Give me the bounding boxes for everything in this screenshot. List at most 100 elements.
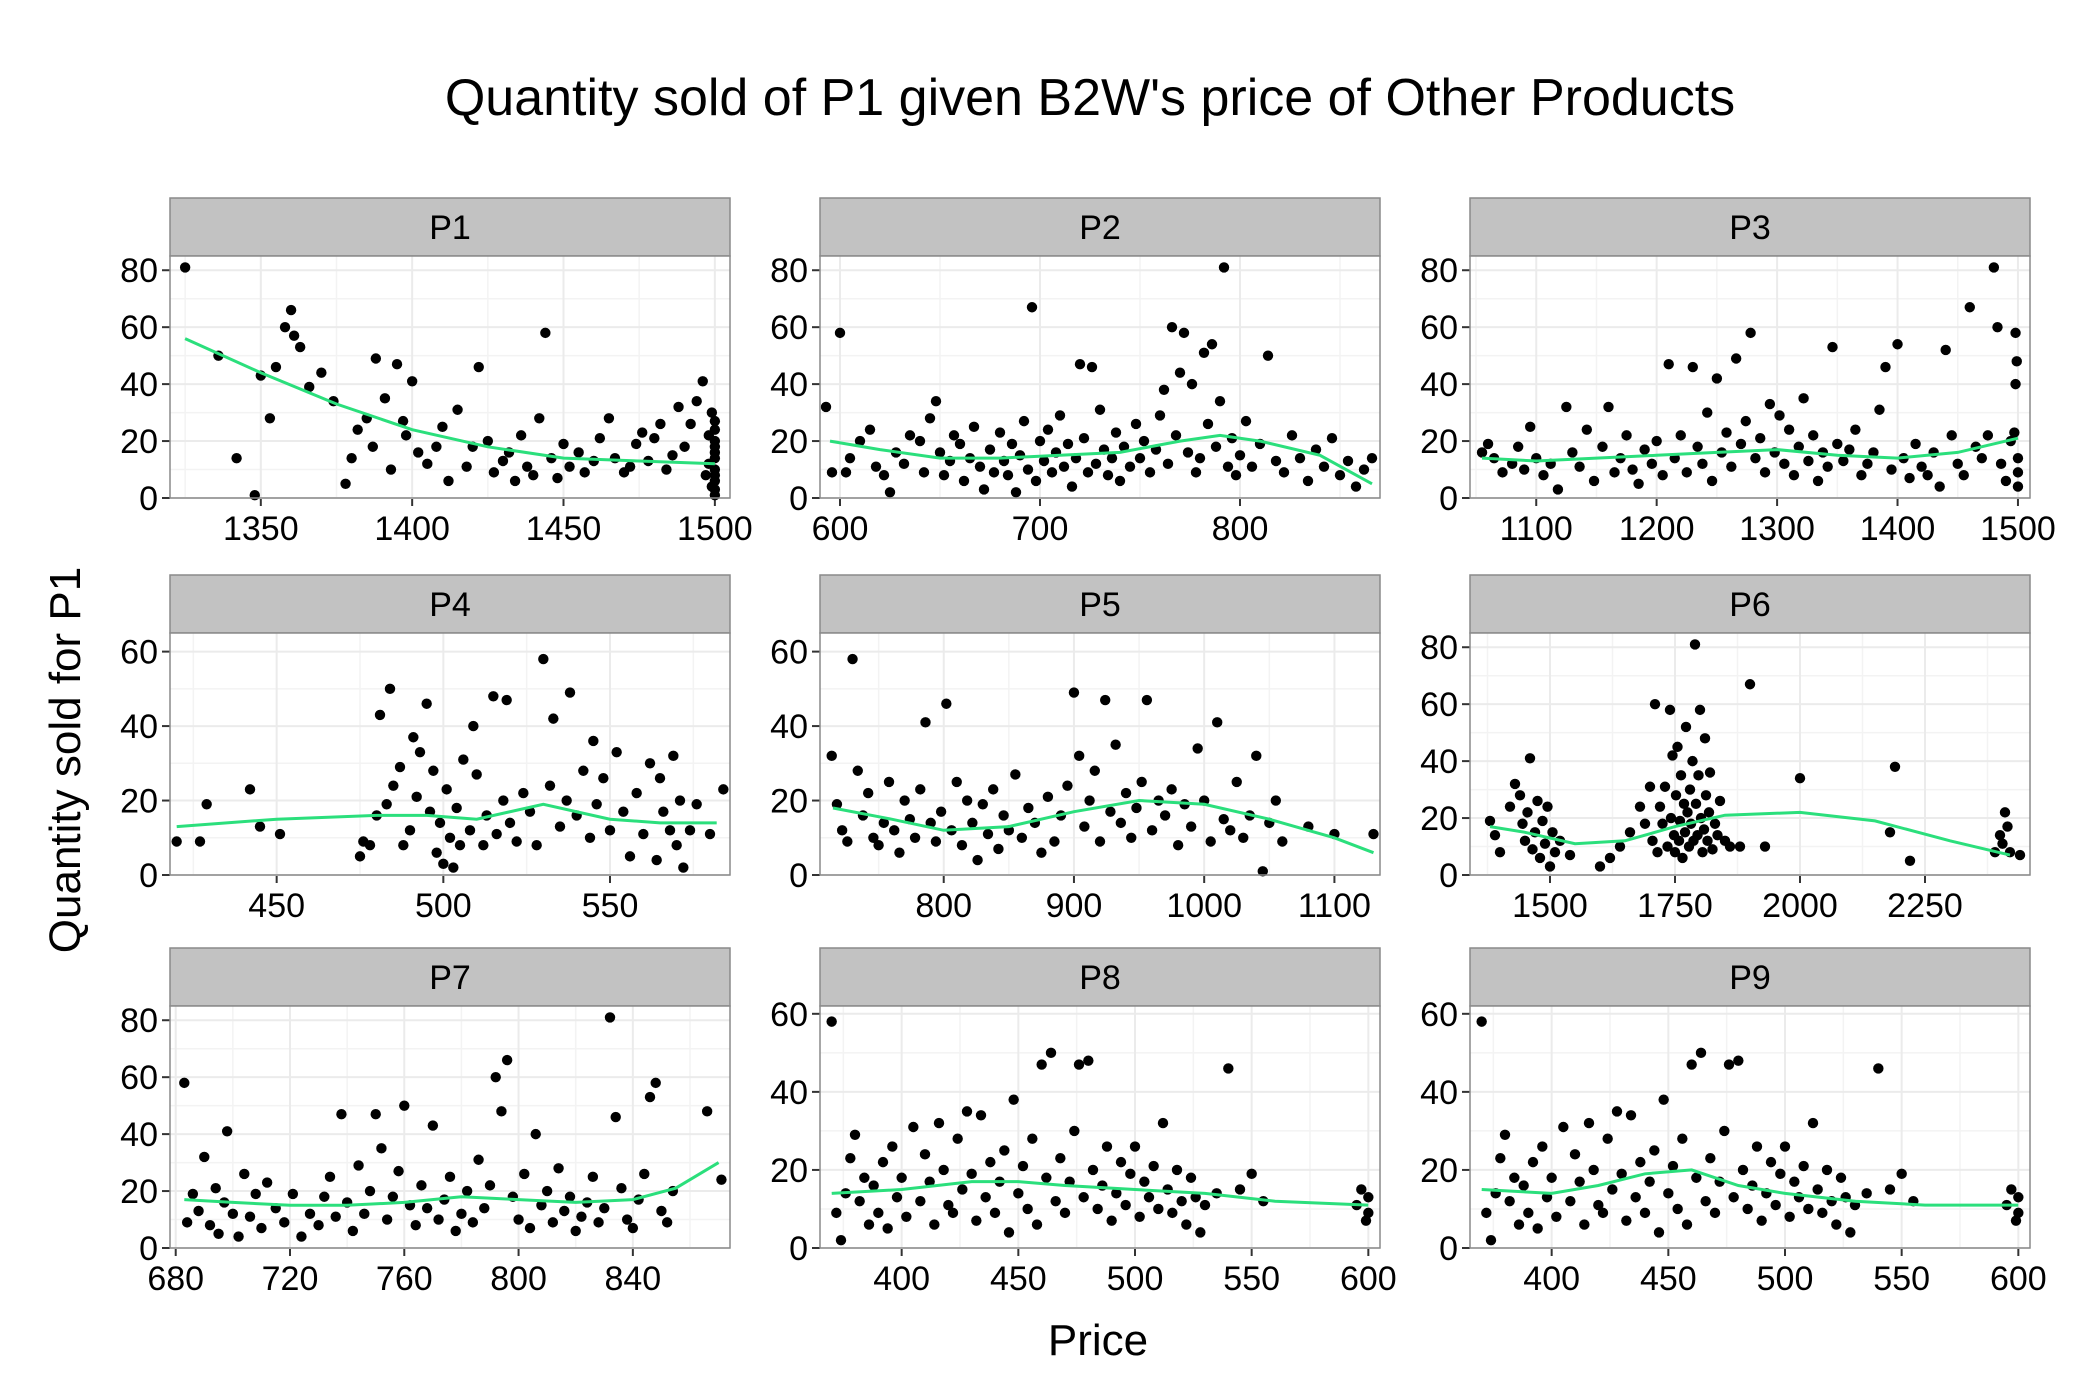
data-point [381, 799, 392, 810]
data-point [1089, 765, 1100, 776]
y-tick-label: 60 [1420, 996, 1458, 1034]
data-point [274, 828, 286, 840]
x-tick-label: 1300 [1739, 510, 1815, 548]
data-point [1702, 407, 1713, 418]
data-point [1192, 743, 1203, 754]
y-tick-label: 20 [120, 783, 158, 821]
facet-strip-label: P5 [1079, 586, 1121, 624]
data-point [496, 1106, 507, 1117]
data-point [1497, 467, 1508, 478]
data-point [364, 1185, 376, 1197]
data-point [1105, 806, 1116, 817]
data-point [1561, 401, 1572, 413]
data-point [1681, 467, 1692, 478]
data-points [179, 1012, 727, 1242]
data-point [370, 1108, 381, 1120]
data-point [1231, 776, 1242, 788]
data-point [452, 404, 463, 415]
data-point [1010, 487, 1022, 498]
data-point [644, 758, 656, 769]
data-point [587, 1171, 599, 1183]
data-point [1034, 435, 1046, 447]
data-point [324, 1171, 336, 1183]
data-point [1522, 807, 1533, 818]
data-point [637, 427, 648, 438]
data-point [929, 1219, 940, 1230]
data-point [1246, 461, 1258, 472]
data-point [1565, 1195, 1576, 1207]
x-tick-label: 1350 [223, 510, 299, 548]
data-point [279, 321, 291, 333]
data-point [638, 828, 649, 840]
data-point [181, 1217, 193, 1228]
data-point [2009, 427, 2020, 438]
data-point [287, 1188, 299, 1200]
data-point [1812, 475, 1824, 487]
data-point [826, 467, 838, 478]
data-point [385, 464, 397, 475]
data-point [1068, 687, 1080, 698]
data-point [336, 1108, 347, 1120]
data-point [718, 784, 729, 795]
data-point [1050, 1195, 1061, 1207]
y-tick-label: 40 [1420, 1074, 1458, 1112]
data-point [406, 376, 418, 387]
data-point [1574, 461, 1585, 472]
data-point [1518, 464, 1530, 475]
smooth-trend-line [176, 802, 717, 829]
x-tick-label: 800 [1212, 510, 1269, 548]
data-point [482, 435, 494, 447]
x-tick-label: 400 [873, 1260, 930, 1298]
y-tick-label: 0 [139, 1230, 158, 1268]
data-point [1003, 1227, 1015, 1238]
smooth-trend-line [829, 433, 1373, 486]
data-point [609, 452, 621, 464]
y-tick-label: 0 [789, 1230, 808, 1268]
data-point [1094, 404, 1106, 415]
data-point [1166, 784, 1177, 795]
data-point [1995, 458, 2007, 470]
data-point [1042, 791, 1054, 803]
data-point [1803, 1203, 1814, 1215]
data-point [1356, 1184, 1367, 1195]
data-point [1027, 1133, 1038, 1144]
data-point [889, 825, 900, 836]
facet-panel-p9: P9 400 450 500 550 600 0 20 40 60 [1420, 947, 2047, 1298]
data-point [877, 1156, 889, 1168]
data-point [1544, 861, 1556, 872]
data-point [553, 1163, 564, 1174]
data-point [884, 487, 896, 498]
data-point [515, 430, 527, 441]
data-point [1038, 455, 1050, 467]
data-point [1176, 1195, 1187, 1207]
data-point [1916, 461, 1927, 472]
data-point [1910, 438, 1921, 450]
data-point [1026, 302, 1038, 313]
data-point [450, 1225, 461, 1237]
data-point [1652, 847, 1663, 858]
data-point [661, 1217, 673, 1228]
y-tick-label: 20 [120, 1173, 158, 1211]
facet-panel-p8: P8 400 450 500 550 600 0 20 40 60 [770, 947, 1397, 1298]
facet-strip [1469, 197, 2031, 257]
data-point [388, 780, 399, 791]
data-point [1689, 639, 1701, 650]
data-point [1707, 844, 1718, 855]
data-point [1106, 1215, 1117, 1226]
smooth-trend-line [184, 1161, 720, 1207]
data-point [1074, 358, 1086, 370]
data-point [421, 698, 432, 709]
data-point [1476, 447, 1488, 458]
facet-strip [819, 197, 1381, 257]
data-point [1519, 835, 1531, 847]
data-point [416, 1180, 427, 1191]
data-point [352, 424, 363, 435]
data-point [1277, 836, 1288, 847]
facet-strip [1469, 947, 2031, 1007]
data-point [1723, 1059, 1735, 1070]
data-point [706, 407, 718, 418]
data-point [1363, 1192, 1374, 1203]
plot-panel [1470, 633, 2030, 875]
data-point [2012, 481, 2024, 492]
data-point [1126, 832, 1137, 843]
